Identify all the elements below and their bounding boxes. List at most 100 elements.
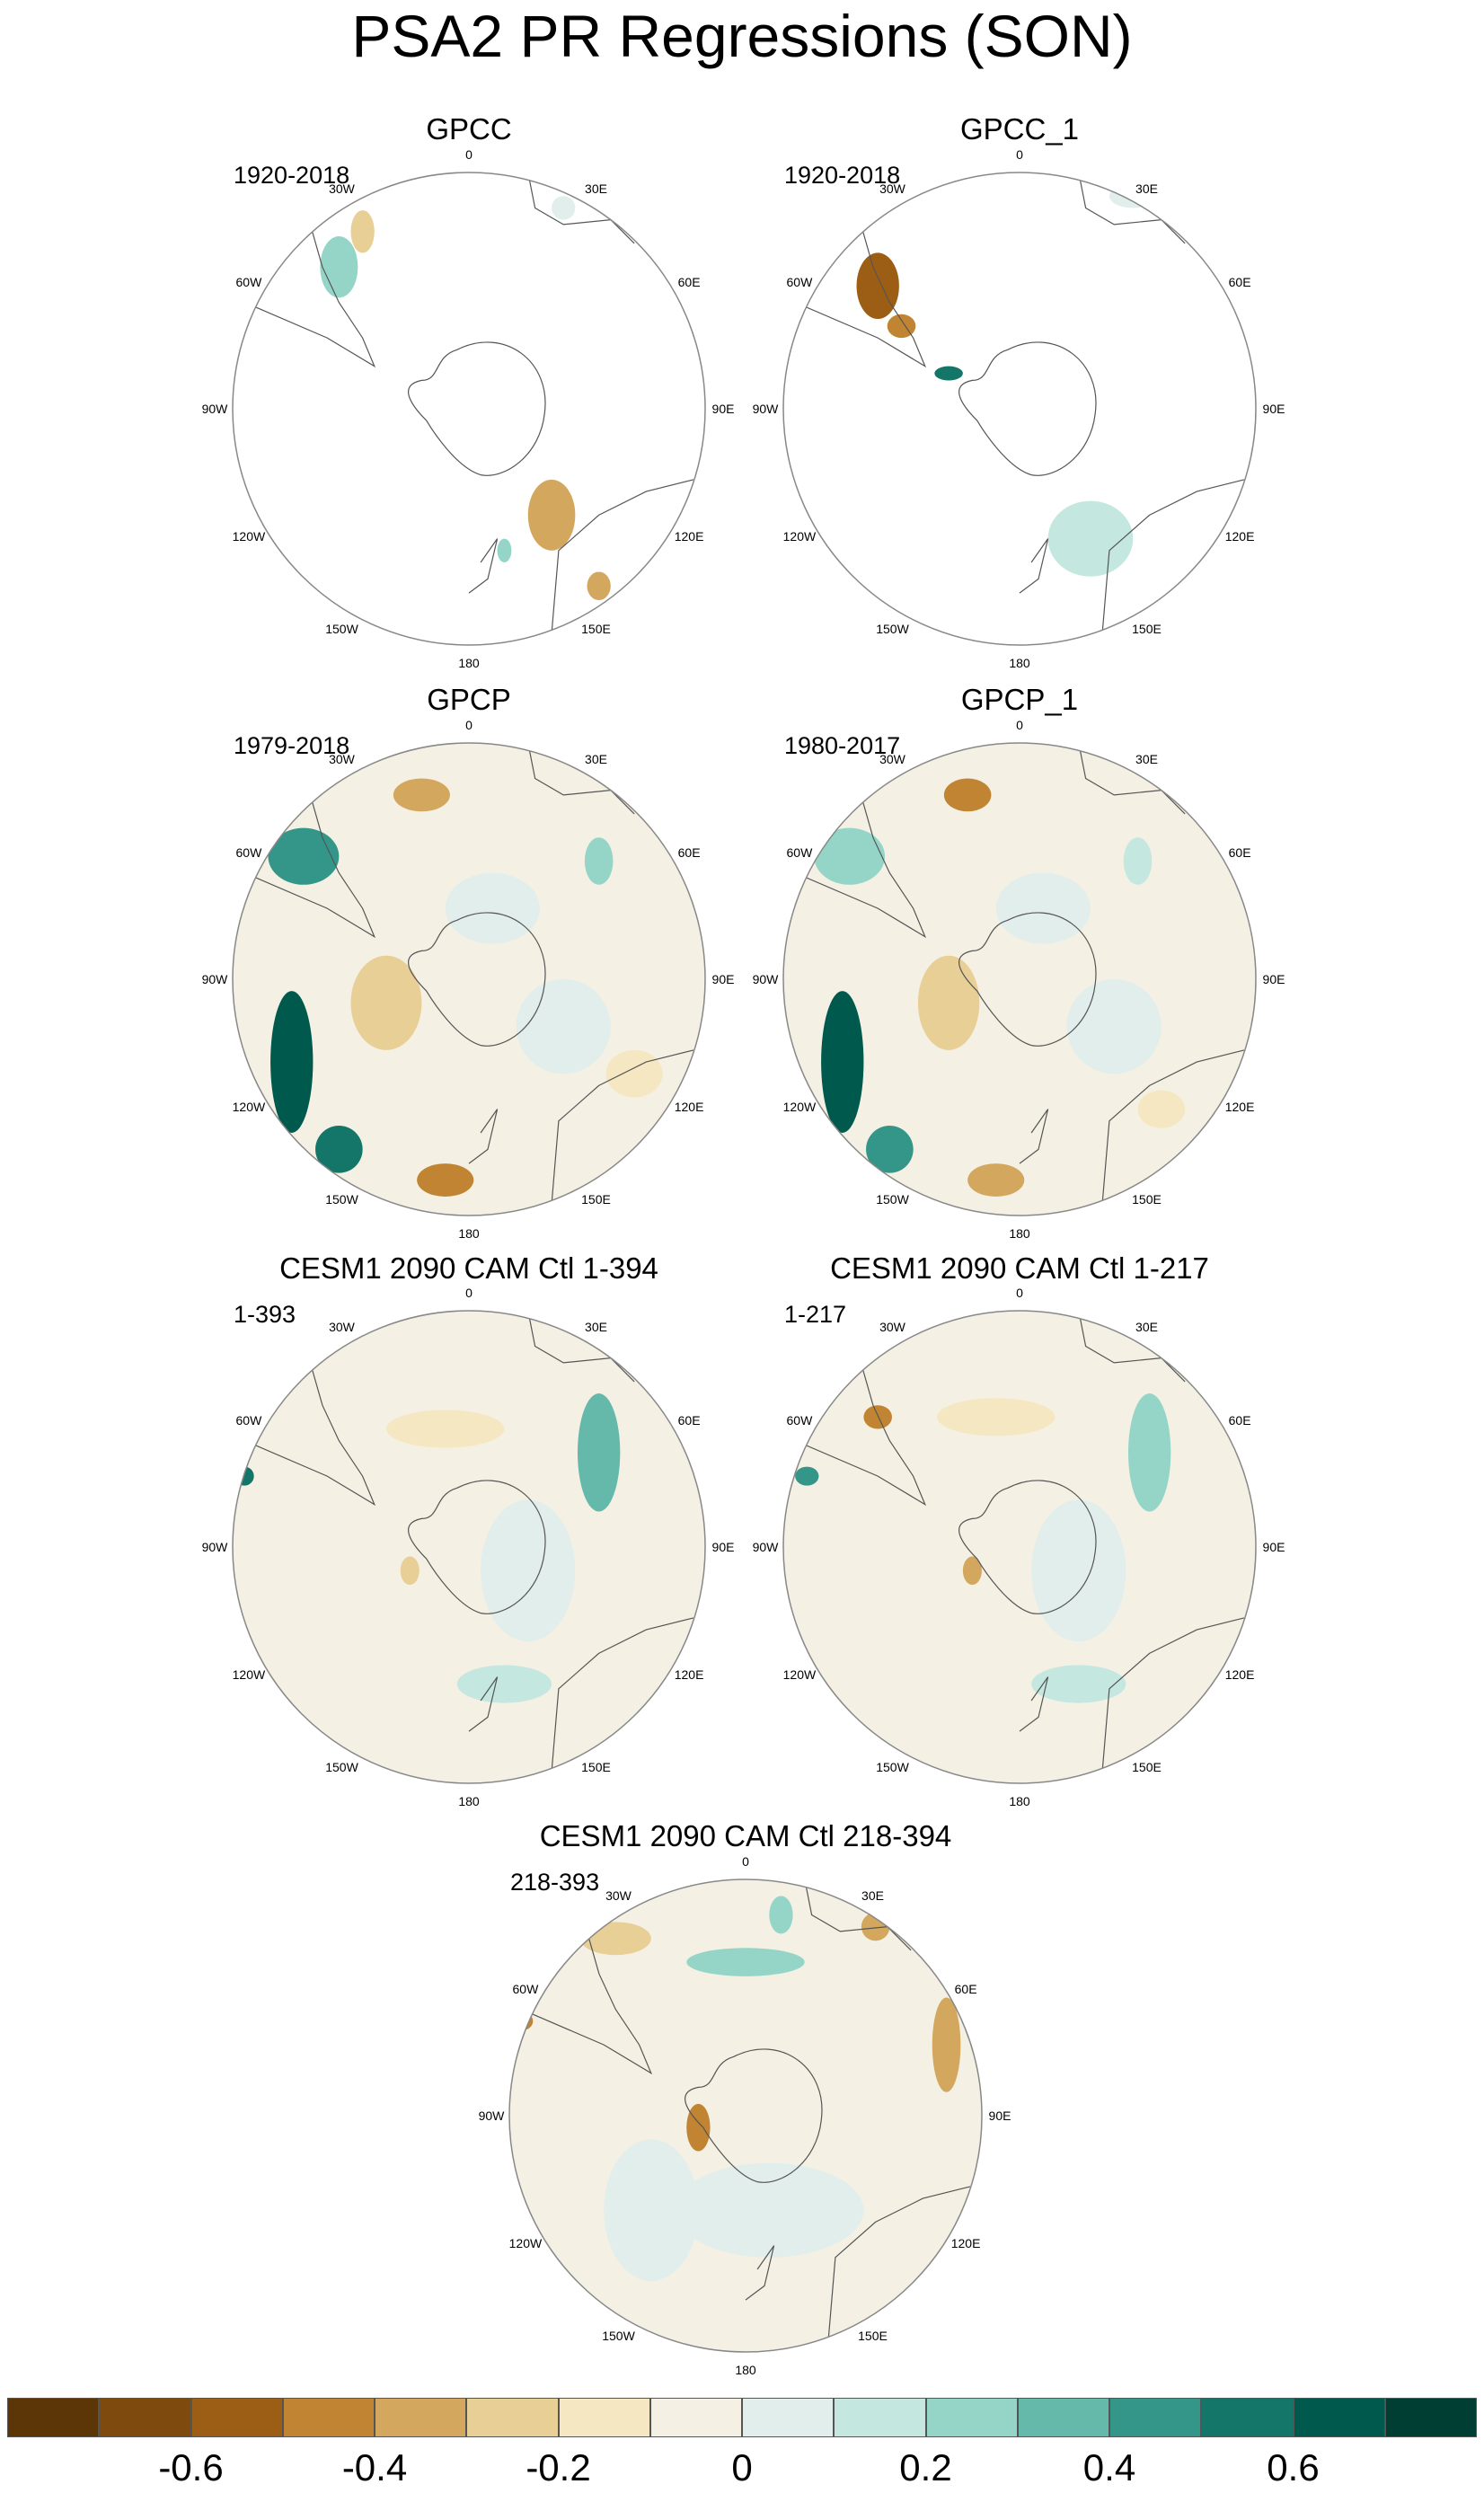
map-boundary	[232, 742, 706, 1216]
longitude-label: 0	[1016, 147, 1023, 162]
anomaly-region	[587, 571, 611, 601]
anomaly-region	[1066, 979, 1162, 1074]
anomaly-region	[456, 1665, 552, 1703]
longitude-label: 150E	[581, 622, 611, 637]
longitude-label: 150W	[876, 1760, 909, 1775]
south-america-coastline	[243, 771, 376, 939]
anomaly-region	[863, 1405, 892, 1429]
south-america-coastline	[794, 1339, 927, 1507]
antarctica-coastline	[958, 341, 1097, 476]
australia-coastline	[1101, 479, 1245, 633]
anomaly-region	[917, 955, 980, 1050]
panel-period: 1980-2017	[784, 732, 901, 759]
polar-map	[232, 742, 706, 1216]
polar-map	[232, 1310, 706, 1784]
longitude-label: 0	[465, 718, 473, 732]
anomaly-region	[320, 236, 358, 298]
antarctica-coastline	[408, 1480, 546, 1614]
new-zealand-coastline	[745, 2245, 775, 2301]
anomaly-region	[234, 1466, 254, 1486]
panel-title: CESM1 2090 CAM Ctl 218-394	[539, 1819, 952, 1852]
anomaly-region	[1092, 632, 1112, 645]
longitude-label: 30W	[879, 181, 905, 196]
anomaly-region	[686, 2103, 711, 2152]
colorbar-swatch	[834, 2398, 926, 2437]
longitude-label: 60E	[677, 1412, 701, 1428]
colorbar-swatch	[466, 2398, 559, 2437]
longitude-label: 150W	[325, 622, 358, 637]
longitude-label: 30W	[329, 181, 355, 196]
anomaly-region	[967, 1163, 1025, 1197]
anomaly-region	[1031, 1499, 1126, 1642]
panel-period: 218-393	[510, 1869, 600, 1896]
longitude-label: 150W	[602, 2329, 635, 2344]
anomaly-region	[497, 538, 512, 562]
panel-title: GPCP	[427, 683, 511, 716]
anomaly-region	[1137, 1090, 1186, 1128]
longitude-label: 30E	[585, 1319, 607, 1334]
south-america-coastline	[520, 1907, 653, 2075]
australia-coastline	[551, 1617, 694, 1772]
longitude-label: 30W	[329, 751, 355, 766]
anomaly-region	[516, 979, 611, 1074]
longitude-label: 90W	[201, 402, 228, 416]
new-zealand-coastline	[468, 538, 499, 594]
anomaly-region	[315, 1126, 363, 1173]
colorbar-swatch	[375, 2398, 467, 2437]
map-background	[783, 172, 1256, 645]
anomaly-region	[417, 1163, 474, 1197]
map-boundary	[508, 1879, 983, 2353]
anomaly-region	[962, 1556, 982, 1586]
colorbar-tick-label: 0.6	[1267, 2446, 1320, 2489]
longitude-label: 180	[458, 1794, 480, 1808]
anomaly-region	[303, 1547, 399, 1689]
anomaly-region	[270, 991, 314, 1133]
anomaly-region	[604, 2139, 699, 2282]
longitude-label: 30E	[1135, 751, 1158, 766]
colorbar-swatch	[1017, 2398, 1109, 2437]
antarctica-coastline	[958, 1480, 1097, 1614]
longitude-label: 90W	[752, 972, 779, 986]
longitude-label: 180	[1009, 1794, 1030, 1808]
australia-coastline	[1101, 1617, 1245, 1772]
panel-period: 1920-2018	[784, 162, 901, 189]
longitude-label: 90W	[201, 972, 228, 986]
longitude-label: 60W	[235, 844, 262, 860]
anomaly-region	[605, 1049, 663, 1098]
map-boundary	[782, 172, 1257, 646]
colorbar-tick-label: 0	[731, 2446, 753, 2489]
longitude-label: 150E	[1132, 1192, 1162, 1207]
anomaly-region	[1127, 1393, 1171, 1512]
australia-coastline	[827, 2186, 971, 2340]
panel-title: GPCC_1	[959, 112, 1080, 146]
longitude-label: 60W	[786, 844, 813, 860]
longitude-label: 120E	[1224, 1099, 1255, 1114]
anomaly-region	[350, 210, 375, 253]
longitude-label: 0	[1016, 718, 1023, 732]
australia-coastline	[1101, 1049, 1245, 1204]
south-america-coastline	[794, 200, 927, 368]
longitude-label: 120E	[674, 1666, 704, 1682]
longitude-label: 60W	[512, 1981, 539, 1996]
longitude-label: 120W	[508, 2235, 543, 2250]
longitude-label: 90W	[752, 1540, 779, 1554]
longitude-label: 120E	[674, 528, 704, 544]
colorbar-tick-label: 0.2	[899, 2446, 952, 2489]
colorbar-swatch	[558, 2398, 650, 2437]
longitude-label: 0	[742, 1854, 749, 1869]
anomaly-region	[795, 1466, 819, 1486]
longitude-label: 60W	[235, 1412, 262, 1428]
longitude-label: 60W	[786, 1412, 813, 1428]
colorbar-swatch	[1201, 2398, 1294, 2437]
longitude-label: 60W	[786, 274, 813, 289]
colorbar-tick-label: -0.4	[341, 2446, 408, 2489]
anomaly-region	[686, 1948, 805, 1976]
longitude-label: 180	[458, 1226, 480, 1241]
panel-period: 1-393	[234, 1301, 296, 1328]
africa-coastline	[527, 1311, 635, 1383]
africa-coastline	[527, 172, 635, 244]
anomaly-region	[769, 1896, 793, 1934]
south-america-coastline	[794, 771, 927, 939]
longitude-label: 120W	[232, 528, 266, 544]
colorbar-tick-label: 0.4	[1082, 2446, 1136, 2489]
